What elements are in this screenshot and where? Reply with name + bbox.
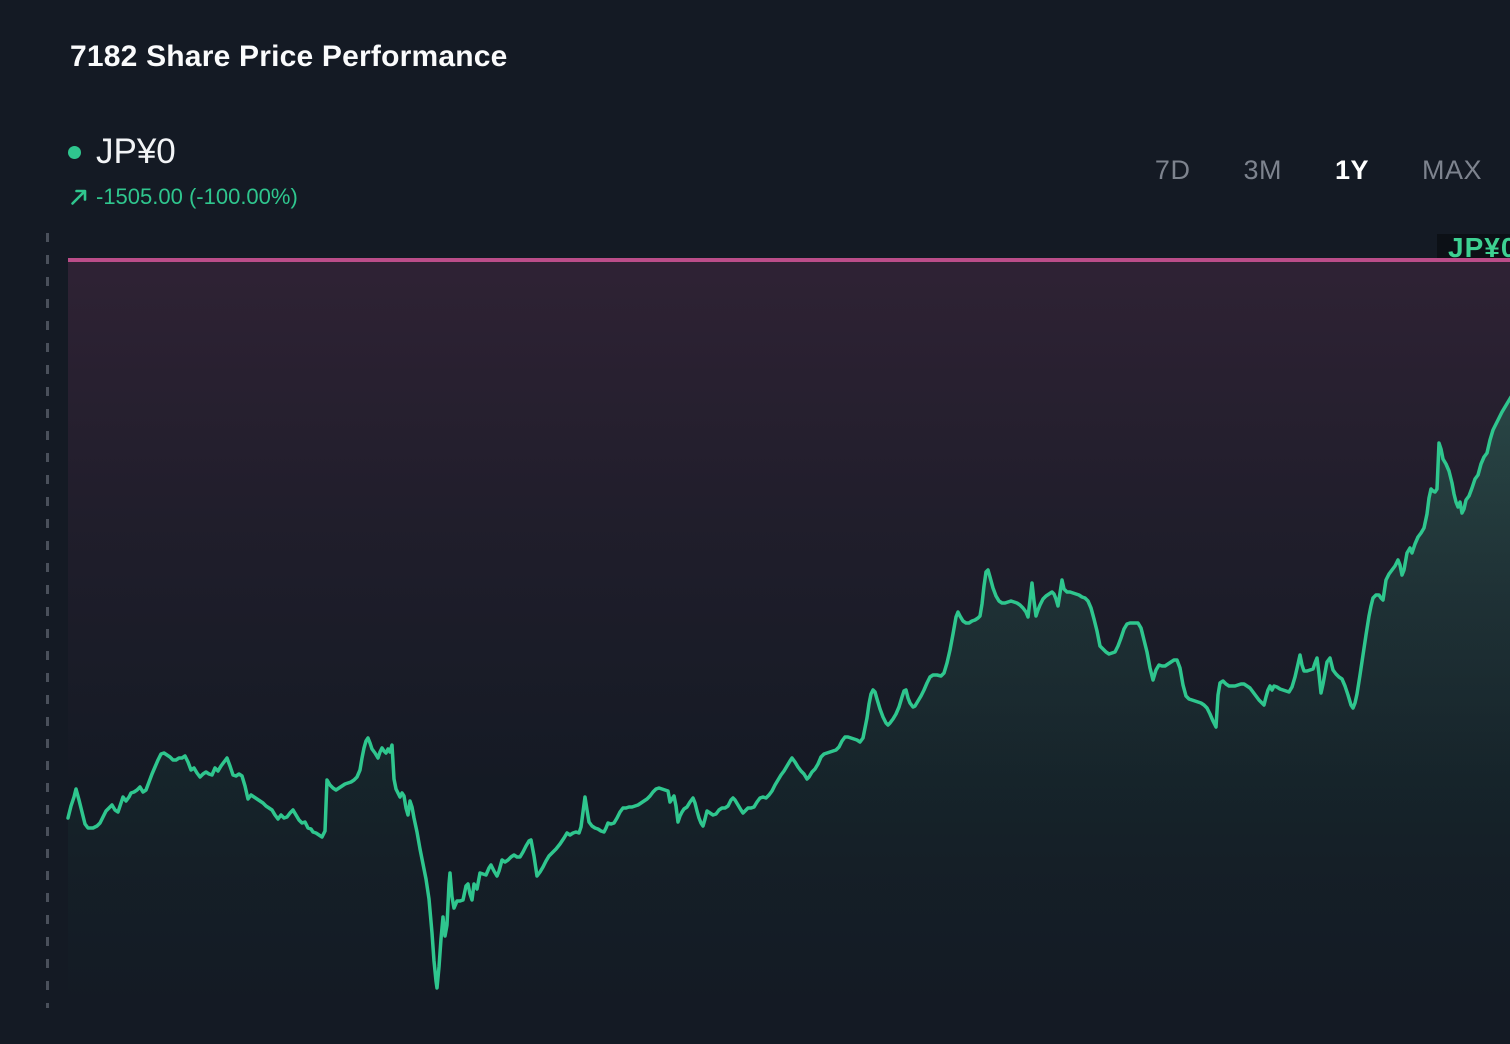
range-button-max[interactable]: MAX	[1421, 155, 1482, 185]
range-button-3m[interactable]: 3M	[1243, 155, 1282, 185]
range-selector: 7D 3M 1Y MAX	[1155, 155, 1482, 186]
chart-legend: JP¥0 -1505.00 (-100.00%)	[68, 132, 298, 210]
price-line	[66, 395, 1510, 990]
baseline-value-label: JP¥0	[1437, 232, 1510, 263]
range-button-1y[interactable]: 1Y	[1334, 155, 1369, 185]
baseline-value-label-text: JP¥0	[1448, 232, 1510, 263]
page-title: 7182 Share Price Performance	[70, 40, 508, 73]
legend-dot-icon	[68, 145, 81, 159]
price-area-fill	[68, 398, 1510, 1044]
legend-series-value: JP¥0	[96, 132, 176, 171]
range-button-7d[interactable]: 7D	[1154, 155, 1191, 185]
change-text: -1505.00 (-100.00%)	[96, 184, 298, 209]
trend-arrow-icon	[71, 189, 87, 205]
